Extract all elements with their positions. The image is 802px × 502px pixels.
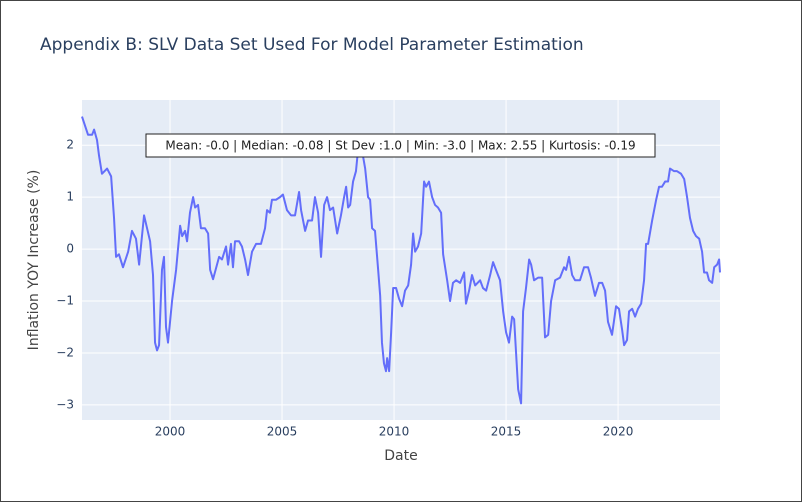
x-tick-label: 2005	[267, 425, 298, 439]
y-tick-label: −2	[56, 345, 74, 359]
y-tick-label: −1	[56, 294, 74, 308]
x-tick-label: 2000	[155, 425, 186, 439]
annotation: Mean: -0.0 | Median: -0.08 | St Dev :1.0…	[165, 139, 635, 153]
y-tick-label: −3	[56, 397, 74, 411]
x-tick-label: 2010	[379, 425, 410, 439]
y-tick-label: 2	[66, 138, 74, 152]
chart-title: Appendix B: SLV Data Set Used For Model …	[40, 35, 584, 55]
ticks: −3 −2 −1 0 1 2 2000 2005 2010 2015 2020	[56, 138, 633, 439]
data-line	[81, 116, 721, 405]
x-tick-label: 2015	[491, 425, 522, 439]
annotation-box	[145, 133, 656, 158]
y-tick-label: 1	[66, 190, 74, 204]
x-tick-label: 2020	[603, 425, 634, 439]
lines	[81, 116, 721, 405]
y-axis-title: Inflation YOY Increase (%)	[26, 170, 42, 351]
y-tick-label: 0	[66, 242, 74, 256]
x-axis-title: Date	[384, 448, 417, 464]
